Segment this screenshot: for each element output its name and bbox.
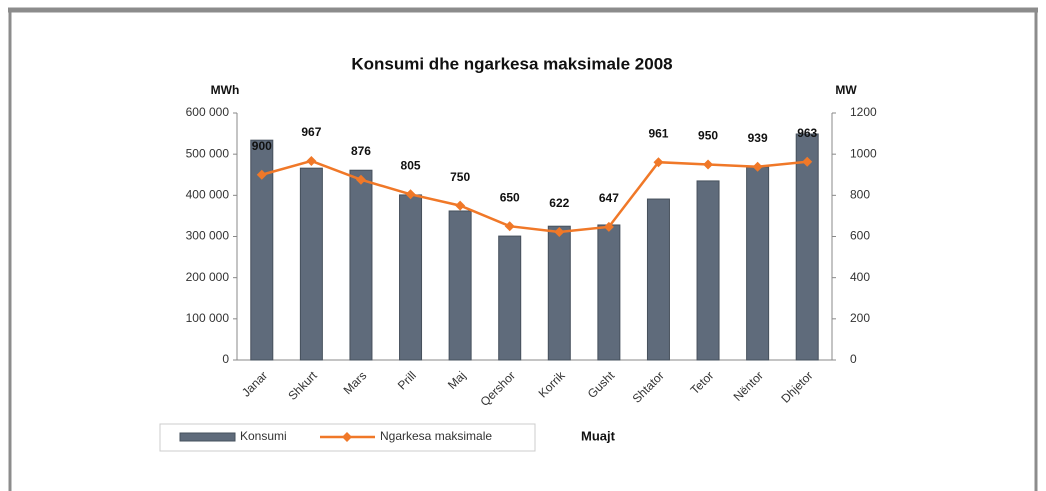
data-label: 939 xyxy=(748,131,768,145)
marker xyxy=(603,221,614,232)
marker xyxy=(802,156,813,167)
bar xyxy=(696,180,720,361)
data-label: 805 xyxy=(401,158,421,172)
y-axis-label: MWh xyxy=(211,83,240,97)
y-tick-label: 100 000 xyxy=(186,311,230,325)
x-axis-label: Muajt xyxy=(581,428,616,443)
bar xyxy=(349,169,373,361)
data-label: 876 xyxy=(351,144,371,158)
marker xyxy=(355,174,366,185)
marker xyxy=(554,226,565,237)
y2-tick-label: 1000 xyxy=(850,146,877,160)
y-tick-label: 600 000 xyxy=(186,105,230,119)
y2-tick-label: 600 xyxy=(850,229,870,243)
bar xyxy=(250,139,274,361)
y2-tick-label: 200 xyxy=(850,311,870,325)
y2-tick-label: 800 xyxy=(850,188,870,202)
marker xyxy=(752,161,763,172)
legend-marker xyxy=(342,432,352,442)
y-tick-label: 0 xyxy=(222,352,229,366)
y2-axis-label: MW xyxy=(835,83,857,97)
line xyxy=(261,159,808,234)
legend-box xyxy=(159,423,536,452)
marker xyxy=(703,159,714,170)
data-label: 647 xyxy=(599,191,619,205)
marker xyxy=(504,221,515,232)
y-tick-label: 200 000 xyxy=(186,270,230,284)
chart-title: Konsumi dhe ngarkesa maksimale 2008 xyxy=(351,54,672,73)
marker xyxy=(405,189,416,200)
bar xyxy=(498,235,522,361)
y-tick-label: 500 000 xyxy=(186,146,230,160)
marker xyxy=(306,155,317,166)
legend-label: Ngarkesa maksimale xyxy=(380,429,492,443)
bar xyxy=(448,210,472,361)
marker xyxy=(455,200,466,211)
data-label: 961 xyxy=(648,126,668,140)
bar xyxy=(399,194,423,361)
data-label: 750 xyxy=(450,170,470,184)
bar xyxy=(795,133,819,361)
y-tick-label: 300 000 xyxy=(186,229,230,243)
bar xyxy=(299,167,323,361)
bar xyxy=(597,224,621,361)
data-label: 900 xyxy=(252,139,272,153)
legend-swatch xyxy=(179,432,236,442)
legend-label: Konsumi xyxy=(240,429,287,443)
marker xyxy=(653,157,664,168)
y2-tick-label: 0 xyxy=(850,352,857,366)
bar xyxy=(547,225,571,361)
data-label: 622 xyxy=(549,196,569,210)
y-tick-label: 400 000 xyxy=(186,188,230,202)
data-label: 967 xyxy=(301,125,321,139)
bar xyxy=(746,166,770,361)
data-label: 950 xyxy=(698,129,718,143)
data-label: 963 xyxy=(797,126,817,140)
y2-tick-label: 400 xyxy=(850,270,870,284)
y2-tick-label: 1200 xyxy=(850,105,877,119)
data-label: 650 xyxy=(500,190,520,204)
marker xyxy=(256,169,267,180)
bar xyxy=(646,198,670,361)
